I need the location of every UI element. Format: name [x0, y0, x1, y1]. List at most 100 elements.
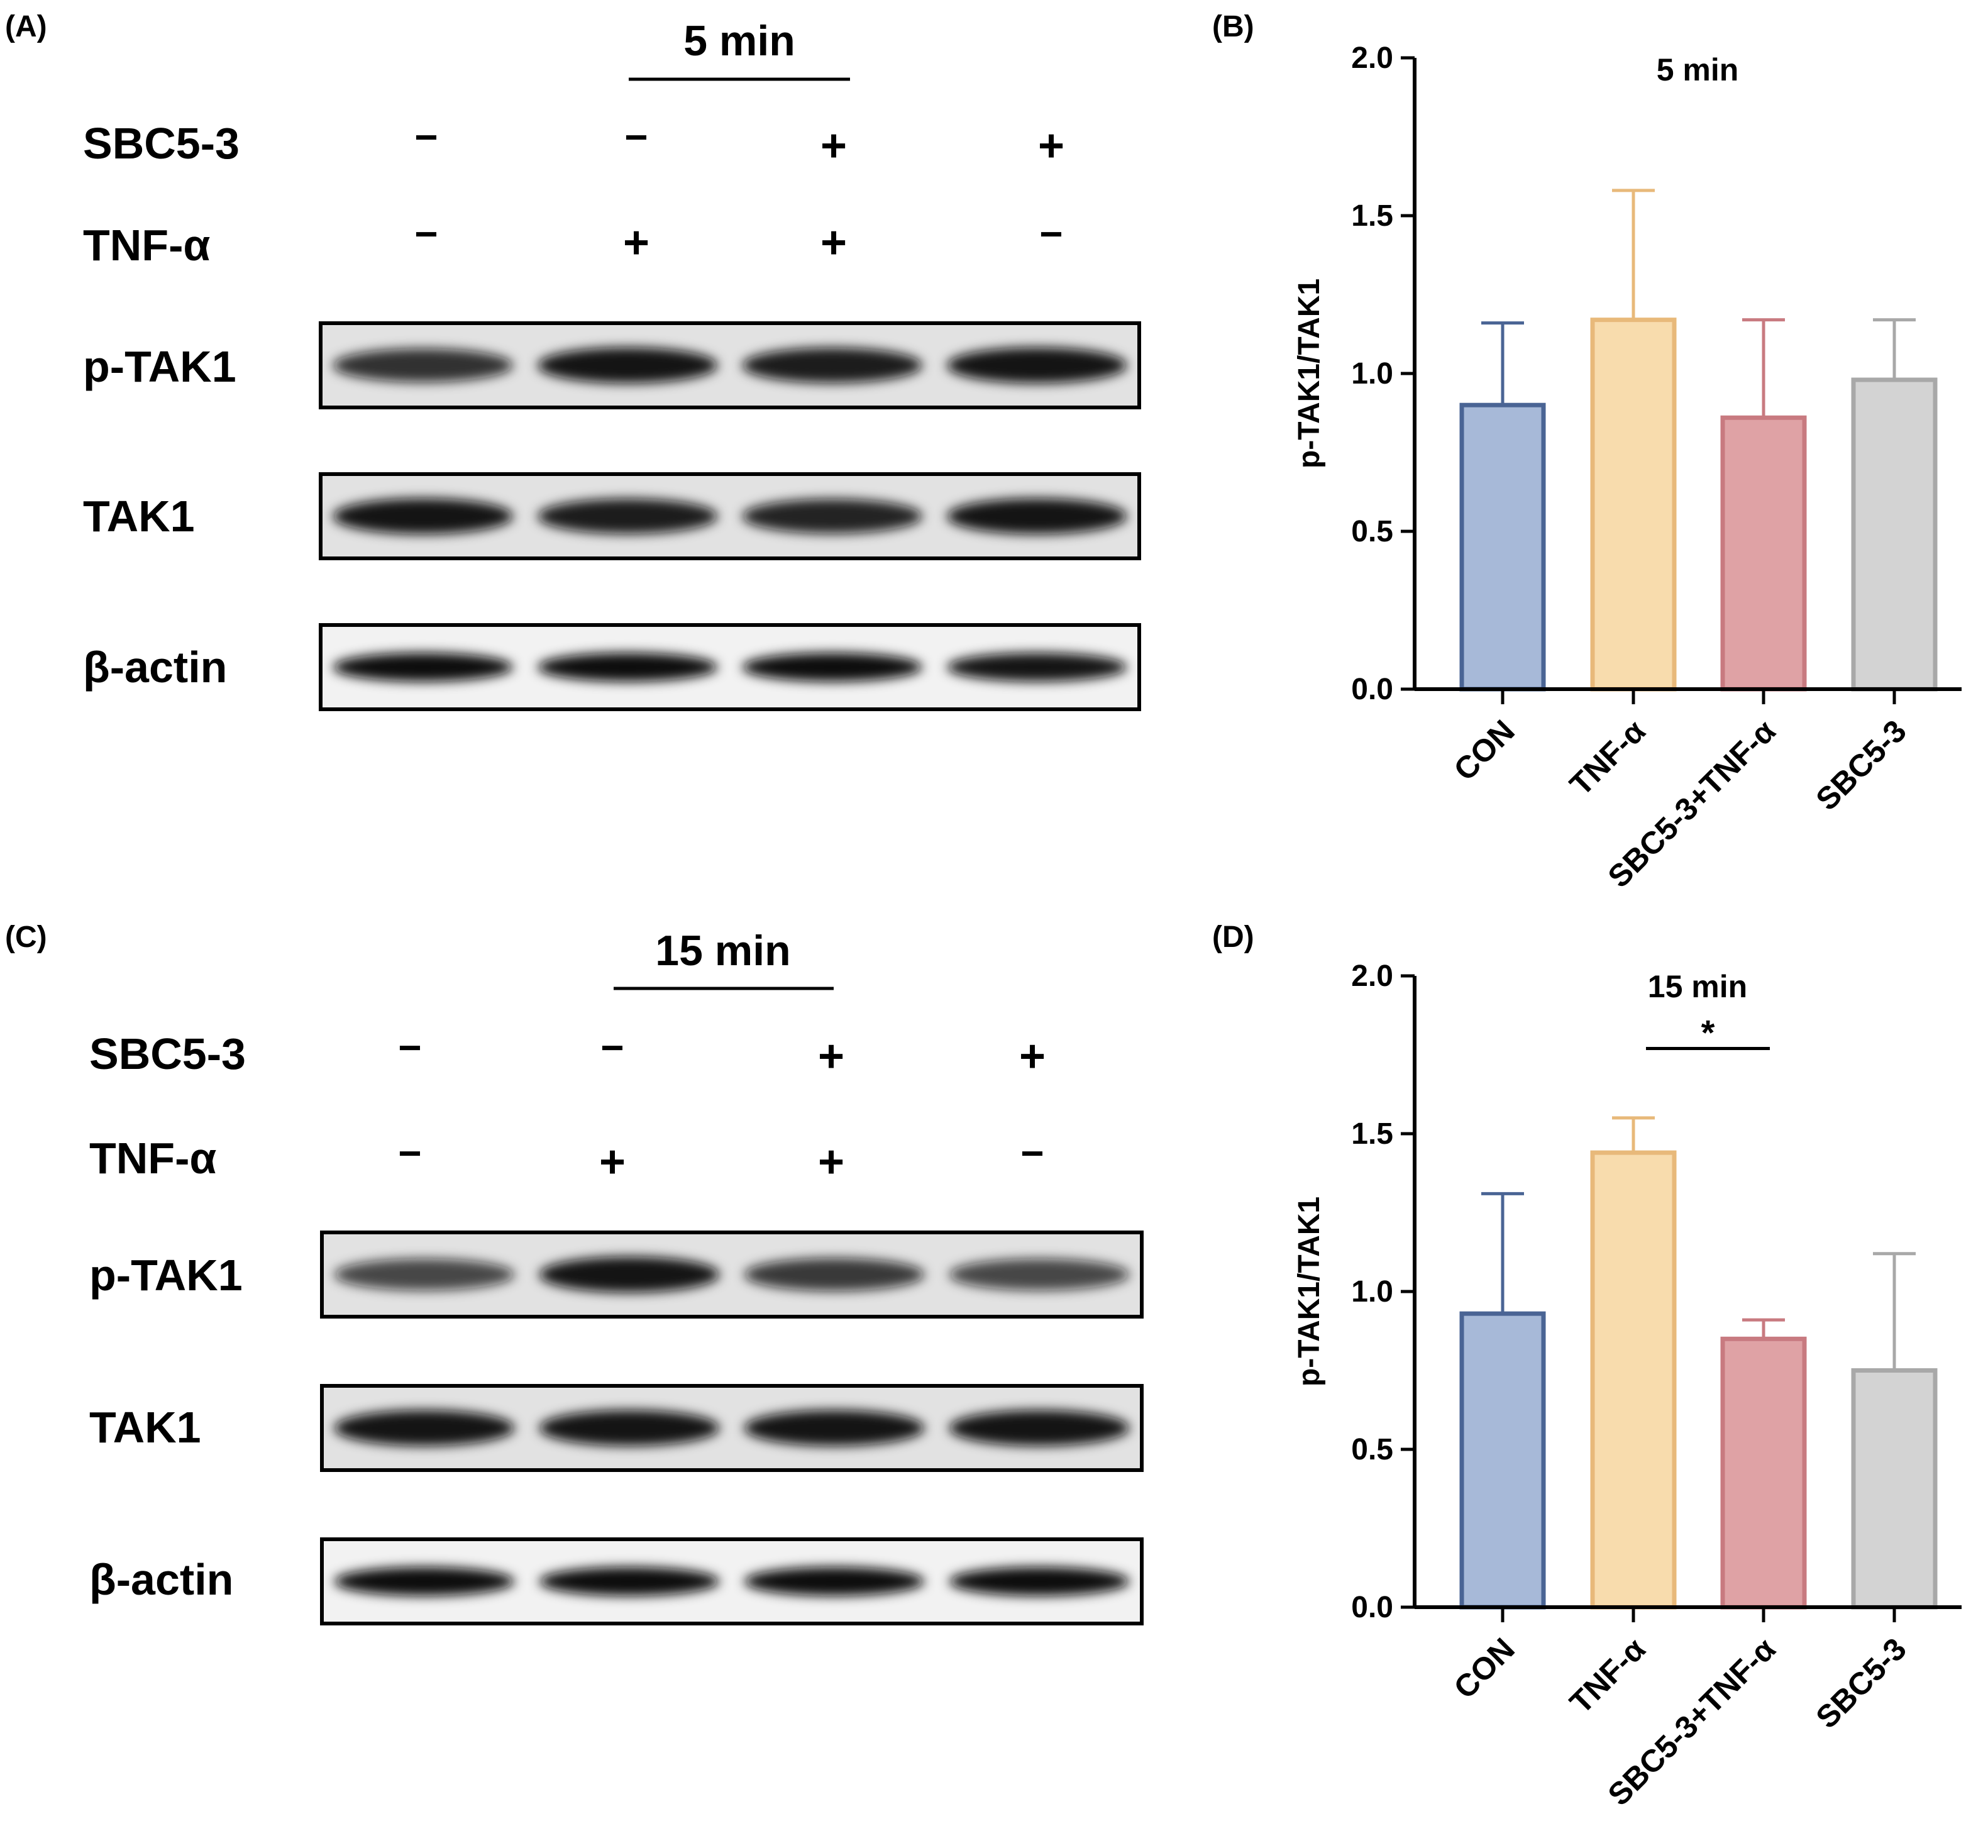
protein-band — [744, 1567, 925, 1596]
blot-label: β-actin — [83, 643, 227, 692]
treatment-signs-a: − − + + − + + − — [414, 114, 1064, 268]
blot-strip — [319, 472, 1141, 560]
minus-sign: − — [414, 211, 438, 257]
y-tick-label: 0.0 — [1351, 1591, 1393, 1624]
blot-label: p-TAK1 — [89, 1251, 243, 1300]
minus-sign: − — [398, 1025, 421, 1070]
protein-band — [947, 347, 1127, 384]
protein-band — [334, 1567, 515, 1596]
bar — [1459, 1311, 1546, 1610]
blot-frame — [320, 1384, 1144, 1472]
blot-strip — [320, 1537, 1144, 1625]
panel-label-b: (B) — [1212, 10, 1254, 43]
x-tick-label: CON — [1447, 1631, 1521, 1705]
protein-band — [538, 498, 718, 534]
time-label-c: 15 min — [655, 927, 790, 975]
x-tick-label: SBC5-3 — [1809, 713, 1913, 817]
y-axis-label: p-TAK1/TAK1 — [1293, 1197, 1326, 1386]
y-tick-label: 1.0 — [1351, 357, 1393, 390]
treatment-signs-c: − − + + − + + − — [398, 1025, 1046, 1187]
minus-sign: − — [1020, 1131, 1044, 1176]
plus-sign: + — [623, 218, 649, 268]
y-tick-label: 0.5 — [1351, 1433, 1393, 1466]
bar — [1851, 1368, 1938, 1610]
panel-d: (D) 15 min p-TAK1/TAK1 0.0 0.5 1.0 1.5 2.0 CO… — [1212, 921, 1962, 1812]
minus-sign: − — [398, 1131, 421, 1176]
bar — [1851, 377, 1938, 692]
y-tick-label: 1.0 — [1351, 1275, 1393, 1309]
blot-strip — [320, 1384, 1144, 1472]
y-tick-label: 2.0 — [1351, 41, 1393, 75]
bar — [1590, 318, 1677, 692]
protein-band — [539, 1256, 720, 1293]
blot-strip — [319, 623, 1141, 711]
blot-frame — [319, 623, 1141, 711]
plus-sign: + — [820, 218, 847, 268]
protein-band — [333, 653, 513, 682]
blot-frame — [320, 1231, 1144, 1319]
blot-label: TAK1 — [89, 1403, 201, 1452]
plus-sign: + — [1019, 1031, 1046, 1082]
time-label-a: 5 min — [683, 17, 795, 65]
protein-band — [742, 347, 922, 384]
protein-band — [539, 1410, 720, 1446]
treatment-label: TNF-α — [89, 1134, 216, 1183]
plus-sign: + — [1038, 121, 1064, 171]
protein-band — [742, 653, 922, 682]
plus-sign: + — [599, 1137, 626, 1187]
blot-label: p-TAK1 — [83, 342, 236, 391]
blot-strip — [319, 321, 1141, 409]
chart-title: 5 min — [1657, 52, 1739, 87]
protein-band — [949, 1258, 1130, 1291]
treatment-label: SBC5-3 — [89, 1029, 246, 1078]
protein-band — [334, 1410, 515, 1446]
western-blots-c — [320, 1231, 1144, 1625]
protein-band — [538, 653, 718, 682]
protein-band — [949, 1410, 1130, 1446]
panel-label-d: (D) — [1212, 921, 1254, 954]
x-tick-label: CON — [1447, 713, 1521, 787]
panel-c: (C) 15 min SBC5-3 TNF-α − − + +− + + − p-TAK1 … — [5, 921, 1144, 1625]
protein-band — [538, 347, 718, 384]
x-tick-label: TNF-α — [1563, 713, 1652, 802]
minus-sign: − — [624, 114, 648, 160]
blot-frame — [320, 1537, 1144, 1625]
treatment-label: TNF-α — [83, 221, 210, 270]
western-blots-a — [319, 321, 1141, 711]
plus-sign: + — [820, 121, 847, 171]
blot-frame — [319, 321, 1141, 409]
bar-chart-b: 5 min p-TAK1/TAK1 0.0 0.5 1.0 1.5 2.0 CON TNF-… — [1293, 41, 1962, 894]
plus-sign: + — [818, 1137, 844, 1187]
minus-sign: − — [600, 1025, 624, 1070]
protein-band — [334, 1258, 515, 1291]
protein-band — [947, 653, 1127, 682]
bar — [1720, 415, 1807, 692]
protein-band — [333, 348, 513, 382]
minus-sign: − — [414, 114, 438, 160]
protein-band — [539, 1567, 720, 1596]
x-tick-label: SBC5-3 — [1809, 1631, 1913, 1735]
bar — [1590, 1150, 1677, 1610]
plus-sign: + — [818, 1031, 844, 1082]
y-axis-label: p-TAK1/TAK1 — [1293, 279, 1326, 468]
blot-strip — [320, 1231, 1144, 1319]
minus-sign: − — [1039, 211, 1063, 257]
y-tick-label: 2.0 — [1351, 960, 1393, 993]
protein-band — [744, 1258, 925, 1292]
bar — [1720, 1336, 1807, 1610]
protein-band — [744, 1410, 925, 1446]
blot-label: β-actin — [89, 1555, 233, 1604]
treatment-label: SBC5-3 — [83, 119, 240, 168]
panel-b: (B) 5 min p-TAK1/TAK1 0.0 0.5 1.0 1.5 2.0 CON… — [1212, 10, 1962, 894]
protein-band — [949, 1567, 1130, 1596]
protein-band — [333, 498, 513, 534]
y-tick-label: 1.5 — [1351, 199, 1393, 233]
y-tick-label: 1.5 — [1351, 1117, 1393, 1151]
panel-label-c: (C) — [5, 921, 47, 954]
x-tick-label: TNF-α — [1563, 1631, 1652, 1720]
blot-label: TAK1 — [83, 492, 195, 541]
significance-star: * — [1701, 1012, 1715, 1052]
panel-a: (A) 5 min SBC5-3 TNF-α − − + + − + + − p-TAK1 T… — [5, 10, 1141, 711]
bar-chart-d: 15 min p-TAK1/TAK1 0.0 0.5 1.0 1.5 2.0 CON TNF… — [1293, 960, 1962, 1812]
